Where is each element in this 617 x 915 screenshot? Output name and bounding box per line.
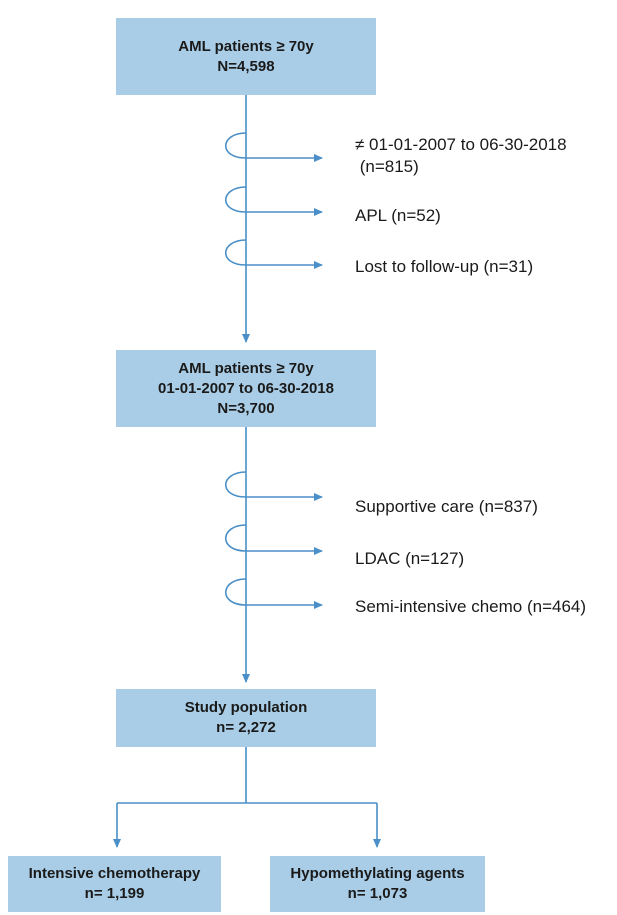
exclusion-label-lost: Lost to follow-up (n=31)	[355, 256, 533, 278]
exclusion-text: Supportive care (n=837)	[355, 497, 538, 516]
exclusion-loop-6	[225, 578, 323, 609]
box-line: Study population	[184, 699, 308, 716]
exclusion-loop-5	[225, 524, 323, 555]
box-line: n= 2,272	[216, 719, 276, 736]
box-line: 01-01-2007 to 06-30-2018	[158, 379, 334, 397]
box-line: N=4,598	[217, 57, 275, 75]
exclusion-loop-3	[225, 239, 323, 269]
exclusion-label-supportive: Supportive care (n=837)	[355, 496, 538, 518]
box-line: N=3,700	[217, 399, 275, 417]
box-hypomethylating-agents: Hypomethylating agents n= 1,073	[270, 856, 485, 912]
box-study-population: Study population n= 2,272	[116, 689, 376, 747]
box-intensive-chemotherapy: Intensive chemotherapy n= 1,199	[8, 856, 221, 912]
box-line: Hypomethylating agents	[290, 865, 465, 882]
exclusion-text: APL (n=52)	[355, 206, 441, 225]
box-line: n= 1,199	[84, 885, 145, 902]
exclusion-text: (n=815)	[355, 157, 419, 176]
box-line: Intensive chemotherapy	[28, 865, 201, 882]
box-line: AML patients ≥ 70y	[178, 37, 314, 55]
exclusion-loop-1	[225, 132, 323, 162]
exclusion-label-apl: APL (n=52)	[355, 205, 441, 227]
box-line: n= 1,073	[347, 885, 408, 902]
exclusion-text: LDAC (n=127)	[355, 549, 465, 568]
exclusion-label-ldac: LDAC (n=127)	[355, 548, 464, 570]
exclusion-text: Semi-intensive chemo (n=464)	[355, 597, 587, 616]
box-aml-patients-period: AML patients ≥ 70y 01-01-2007 to 06-30-2…	[116, 350, 376, 427]
box-aml-patients-total: AML patients ≥ 70y N=4,598	[116, 18, 376, 95]
exclusion-loop-4	[225, 471, 323, 501]
exclusion-label-date-range: ≠ 01-01-2007 to 06-30-2018 (n=815)	[355, 134, 567, 178]
exclusion-loop-2	[225, 186, 323, 216]
box-line: AML patients ≥ 70y	[178, 359, 314, 377]
exclusion-text: Lost to follow-up (n=31)	[355, 257, 534, 276]
exclusion-label-semi-intensive: Semi-intensive chemo (n=464)	[355, 596, 586, 618]
exclusion-text: ≠ 01-01-2007 to 06-30-2018	[355, 135, 567, 154]
